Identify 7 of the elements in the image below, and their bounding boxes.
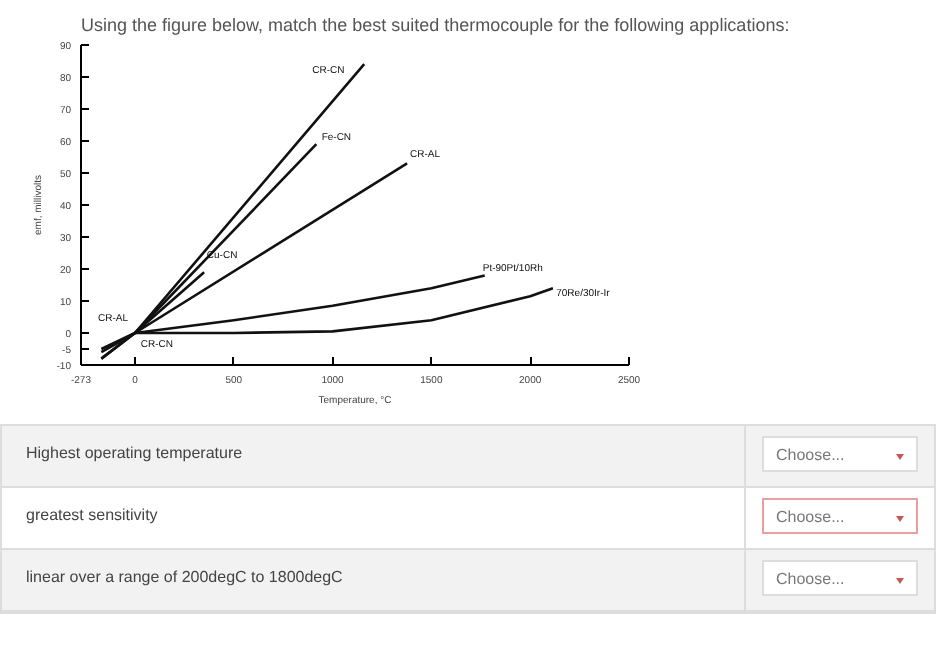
text: linear over a range of 200degC to 1800degC — [24, 566, 345, 590]
text: Choose... — [776, 506, 845, 530]
text: greatest sensitivity — [24, 504, 160, 528]
chart-title: Using the figure below, match the best suited thermocouple for the following applications: — [81, 15, 790, 35]
text: Highest operating temperature — [24, 442, 245, 466]
text: Choose... — [776, 444, 845, 468]
text: Choose... — [776, 568, 845, 592]
